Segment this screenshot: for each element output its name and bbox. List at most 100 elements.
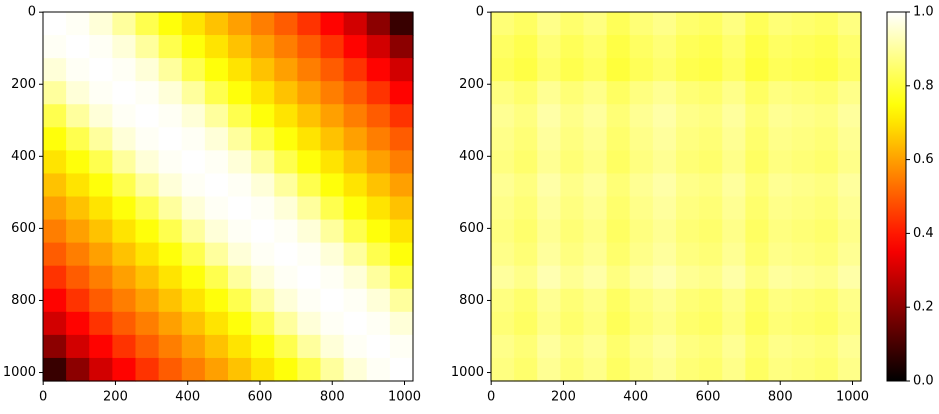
heat-cell — [43, 58, 67, 82]
heat-cell — [89, 35, 113, 59]
heat-cell — [676, 35, 700, 59]
heat-cell — [228, 219, 252, 244]
heat-cell — [583, 104, 608, 128]
heat-cell — [297, 357, 322, 382]
heat-cell — [135, 196, 160, 221]
heat-cell — [745, 219, 770, 244]
heat-cell — [204, 12, 229, 36]
heat-cell — [112, 12, 137, 36]
heat-cell — [320, 288, 345, 313]
heat-cell — [320, 12, 345, 36]
heat-cell — [791, 357, 816, 382]
heat-cell — [343, 219, 368, 244]
heat-cell — [66, 219, 90, 244]
heat-cell — [297, 219, 322, 244]
heat-cell — [89, 81, 113, 105]
heat-cell — [837, 311, 862, 336]
heat-cell — [722, 35, 746, 59]
heat-cell — [629, 288, 654, 313]
heat-cell — [652, 58, 677, 82]
heat-cell — [89, 12, 113, 36]
heat-cell — [745, 288, 770, 313]
heat-cell — [676, 334, 700, 359]
heat-cell — [158, 58, 183, 82]
heat-cell — [181, 173, 206, 198]
heat-cell — [297, 311, 322, 336]
heat-cell — [274, 265, 298, 290]
heat-cell — [652, 196, 677, 221]
heat-cell — [583, 127, 608, 151]
heat-cell — [366, 311, 391, 336]
heat-cell — [837, 173, 862, 198]
heat-cell — [320, 127, 345, 151]
heat-cell — [135, 12, 160, 36]
heat-cell — [814, 196, 839, 221]
heat-cell — [112, 242, 137, 267]
heat-cell — [514, 288, 538, 313]
y-tick-label: 200 — [459, 77, 484, 92]
heat-cell — [652, 173, 677, 198]
heat-cell — [366, 81, 391, 105]
heat-cell — [320, 35, 345, 59]
heat-cell — [676, 242, 700, 267]
heat-cell — [699, 288, 723, 313]
heat-cell — [135, 288, 160, 313]
heat-cell — [251, 242, 275, 267]
heat-cell — [560, 58, 585, 82]
heat-cell — [112, 311, 137, 336]
heat-cell — [699, 173, 723, 198]
heat-cell — [745, 311, 770, 336]
heat-cell — [583, 242, 608, 267]
heat-cell — [699, 265, 723, 290]
heat-cell — [722, 334, 746, 359]
axes-frame — [490, 11, 862, 382]
heat-cell — [66, 58, 90, 82]
heat-cell — [66, 12, 90, 36]
heat-cell — [389, 196, 414, 221]
x-tick-label: 1000 — [836, 390, 869, 405]
heat-cell — [722, 242, 746, 267]
heat-cell — [583, 196, 608, 221]
heat-cell — [491, 104, 515, 128]
heat-cell — [491, 127, 515, 151]
heat-cell — [560, 265, 585, 290]
heat-cell — [652, 127, 677, 151]
heat-cell — [676, 12, 700, 36]
heat-cell — [491, 311, 515, 336]
heat-cell — [606, 104, 631, 128]
heat-cell — [66, 81, 90, 105]
heat-cell — [66, 242, 90, 267]
heat-cell — [135, 173, 160, 198]
heat-cell — [629, 357, 654, 382]
heat-cell — [366, 127, 391, 151]
heat-cell — [135, 265, 160, 290]
heat-cell — [814, 357, 839, 382]
heat-cell — [491, 219, 515, 244]
heat-cell — [791, 127, 816, 151]
heat-cell — [629, 104, 654, 128]
heat-cell — [297, 81, 322, 105]
heat-cell — [274, 127, 298, 151]
heat-cell — [560, 219, 585, 244]
heat-cell — [676, 196, 700, 221]
heat-cell — [837, 242, 862, 267]
heat-cell — [791, 219, 816, 244]
heat-cell — [745, 81, 770, 105]
heat-cell — [537, 104, 561, 128]
heat-cell — [43, 104, 67, 128]
heat-cell — [606, 288, 631, 313]
heat-cell — [204, 35, 229, 59]
heat-cell — [768, 127, 793, 151]
heat-cell — [135, 311, 160, 336]
heat-cell — [389, 265, 414, 290]
heat-cell — [112, 357, 137, 382]
heat-cell — [814, 150, 839, 175]
heat-cell — [181, 334, 206, 359]
heat-cell — [43, 150, 67, 175]
y-tick-label: 0 — [476, 5, 484, 20]
heat-cell — [297, 242, 322, 267]
heat-cell — [89, 265, 113, 290]
heat-cell — [560, 242, 585, 267]
heat-cell — [389, 127, 414, 151]
heat-cell — [699, 150, 723, 175]
